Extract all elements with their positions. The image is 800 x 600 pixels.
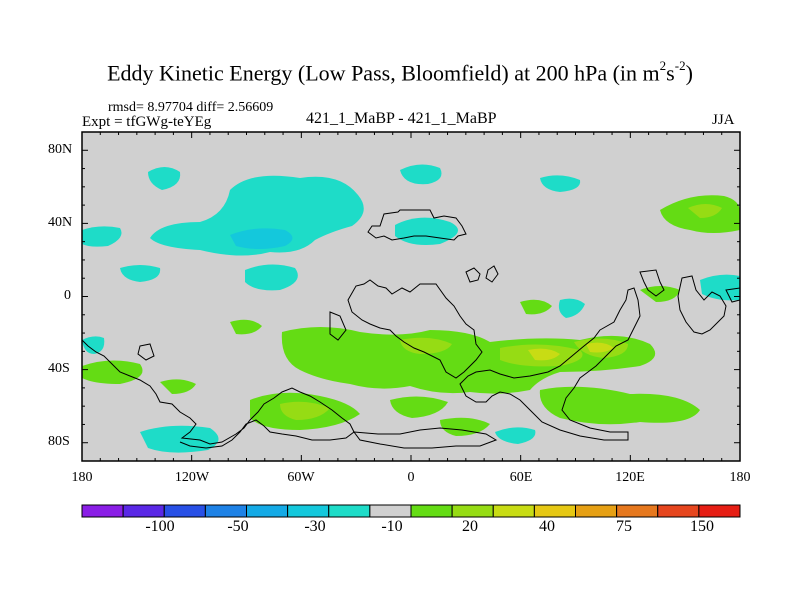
contour-region	[82, 360, 143, 384]
lon-label: 180	[71, 470, 93, 485]
colorbar-swatch	[163, 504, 206, 518]
coastline	[639, 269, 665, 297]
coastlines	[82, 209, 740, 449]
lon-label: 120W	[174, 470, 210, 485]
contour-region	[281, 327, 656, 394]
lon-label: 60E	[509, 470, 533, 485]
lat-label: 40S	[48, 361, 70, 376]
ke-contour-fills	[82, 164, 740, 453]
title-sup-2: -2	[674, 58, 686, 73]
chart-title: Eddy Kinetic Energy (Low Pass, Bloomfiel…	[0, 58, 800, 86]
contour-region	[120, 265, 161, 282]
lat-label: 80S	[48, 434, 70, 449]
title-mid: s	[666, 60, 675, 86]
contour-region	[82, 336, 105, 354]
coastline	[485, 265, 499, 283]
coastline	[725, 287, 740, 303]
contour-region	[230, 228, 293, 249]
colorbar-label: 20	[462, 518, 478, 535]
stats-line: rmsd= 8.97704 diff= 2.56609	[108, 100, 274, 115]
colorbar-label: 40	[539, 518, 555, 535]
contour-region	[150, 175, 364, 256]
contour-region	[440, 417, 490, 436]
lon-label: 60W	[287, 470, 315, 485]
contour-region	[688, 204, 722, 218]
colorbar-swatch	[369, 504, 412, 518]
lat-label: 0	[64, 288, 71, 303]
contour-region	[400, 337, 452, 354]
contour-region	[586, 342, 614, 353]
colorbar-swatch	[575, 504, 618, 518]
contour-region	[390, 396, 448, 418]
colorbar-swatch	[533, 504, 576, 518]
contour-region	[540, 175, 581, 192]
contour-region	[558, 298, 585, 318]
colorbar-label: -30	[304, 518, 326, 535]
colorbar-swatch	[287, 504, 330, 518]
colorbar-label: -100	[145, 518, 175, 535]
colorbar-label: 150	[690, 518, 714, 535]
colorbar-swatch	[328, 504, 371, 518]
colorbar-label: -50	[227, 518, 249, 535]
colorbar-swatch	[81, 504, 124, 518]
coastline	[82, 339, 355, 449]
contour-region	[82, 226, 122, 247]
axis-ticks	[81, 131, 741, 462]
lon-label: 120E	[615, 470, 645, 485]
title-sup-1: 2	[659, 58, 667, 73]
lon-label: 180	[729, 470, 751, 485]
lat-label: 80N	[48, 142, 73, 157]
colorbar-swatch	[657, 504, 700, 518]
contour-region	[528, 348, 560, 361]
difference-label: 421_1_MaBP - 421_1_MaBP	[306, 110, 497, 127]
lat-label: 40N	[48, 215, 73, 230]
colorbar-label: 75	[616, 518, 632, 535]
contour-region	[160, 379, 196, 394]
contour-region	[148, 167, 181, 190]
colorbar-swatch	[246, 504, 289, 518]
coastline	[459, 287, 641, 441]
contour-region	[280, 401, 330, 420]
coastline	[352, 427, 498, 449]
coastline	[329, 311, 347, 341]
coastline	[465, 267, 481, 283]
colorbar-swatch	[204, 504, 247, 518]
colorbar	[81, 504, 741, 518]
contour-region	[400, 164, 442, 185]
coastline	[367, 209, 467, 241]
season-label: JJA	[712, 112, 735, 128]
title-end: )	[685, 60, 693, 86]
colorbar-swatch	[410, 504, 453, 518]
title-text: Eddy Kinetic Energy (Low Pass, Bloomfiel…	[107, 60, 660, 86]
experiment-label: Expt = tfGWg-teYEg	[82, 114, 212, 130]
coastline	[137, 343, 155, 361]
lon-label: 0	[407, 470, 415, 485]
colorbar-swatch	[698, 504, 741, 518]
coastline	[347, 279, 483, 379]
contour-region	[539, 386, 700, 425]
colorbar-swatch	[451, 504, 494, 518]
contour-region	[245, 264, 298, 291]
coastline	[677, 275, 727, 335]
colorbar-swatch	[616, 504, 659, 518]
colorbar-swatch	[492, 504, 535, 518]
contour-region	[230, 319, 262, 335]
contour-region	[520, 299, 552, 315]
contour-region	[640, 286, 680, 302]
contour-region	[495, 427, 536, 444]
colorbar-label: -10	[381, 518, 403, 535]
contour-region	[140, 425, 219, 453]
colorbar-swatch	[122, 504, 165, 518]
